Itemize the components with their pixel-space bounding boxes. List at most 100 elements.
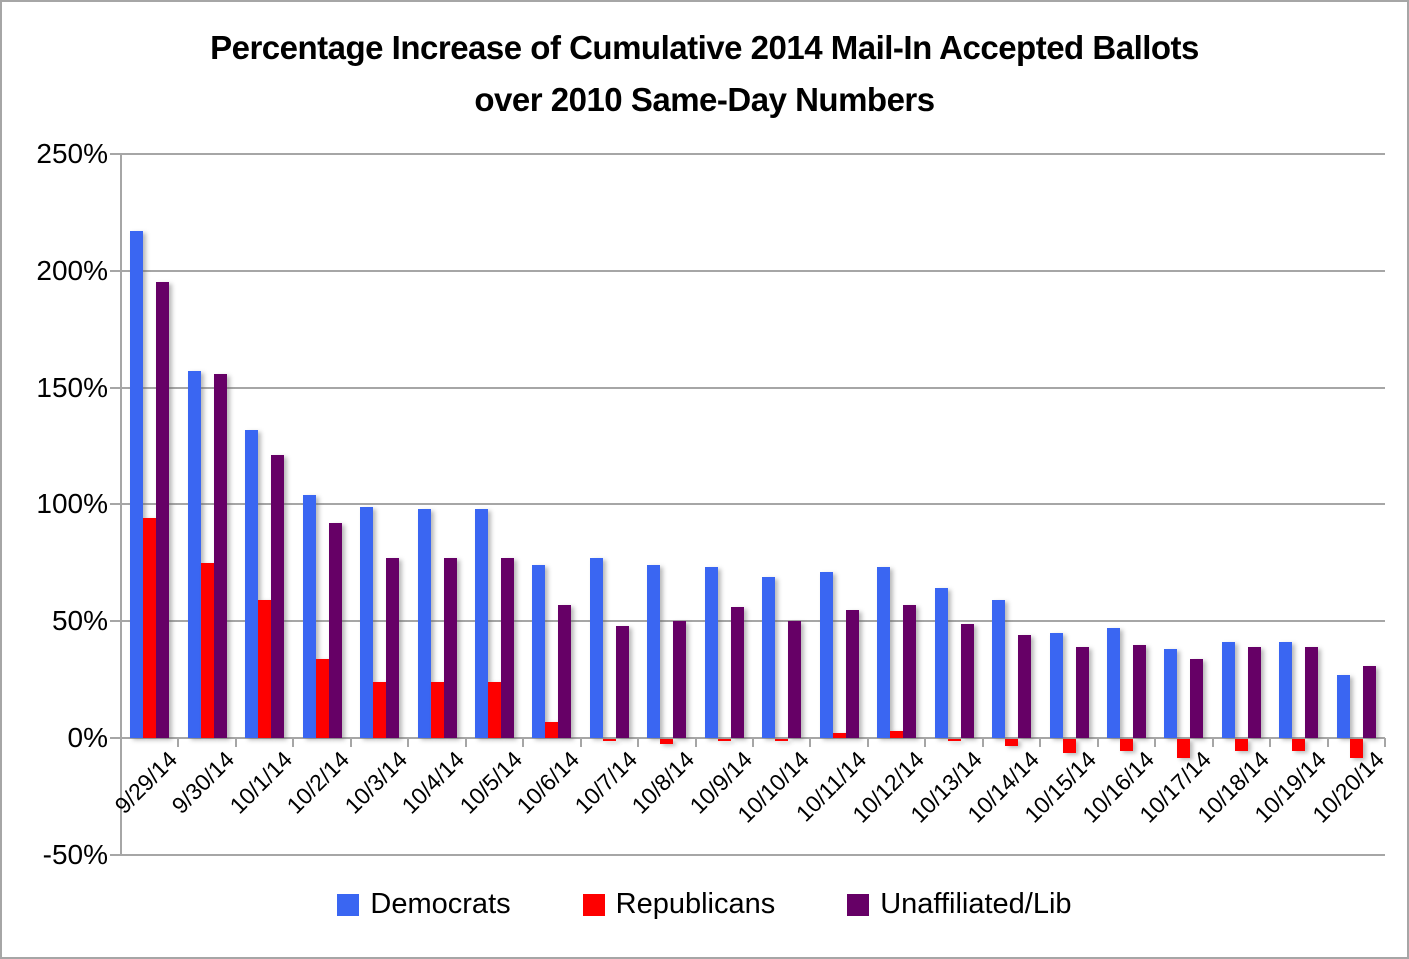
y-axis-label: -50% xyxy=(42,838,108,870)
bar-republicans-10-14-14 xyxy=(1005,739,1019,746)
bar-unaffiliated-lib-10-3-14 xyxy=(386,558,400,738)
bar-unaffiliated-lib-10-17-14 xyxy=(1190,658,1204,738)
y-axis-line xyxy=(120,154,122,855)
bar-democrats-10-6-14 xyxy=(532,565,546,738)
bar-democrats-10-10-14 xyxy=(762,576,776,738)
bar-unaffiliated-lib-10-6-14 xyxy=(558,604,572,738)
bar-republicans-10-2-14 xyxy=(315,658,329,738)
bar-republicans-10-16-14 xyxy=(1119,739,1133,751)
bar-democrats-10-19-14 xyxy=(1279,642,1293,738)
bar-unaffiliated-lib-10-20-14 xyxy=(1362,665,1376,738)
x-axis-label-10-7-14: 10/7/14 xyxy=(569,746,642,819)
bar-republicans-10-8-14 xyxy=(660,739,674,744)
bar-democrats-10-5-14 xyxy=(474,509,488,738)
bar-republicans-9-29-14 xyxy=(143,518,157,738)
bar-republicans-10-1-14 xyxy=(258,600,272,738)
x-axis-label-10-3-14: 10/3/14 xyxy=(339,746,412,819)
x-axis-tick xyxy=(1154,738,1157,747)
x-axis-tick xyxy=(120,738,122,747)
bar-republicans-10-13-14 xyxy=(947,739,961,742)
x-axis-tick xyxy=(522,738,525,747)
x-axis-tick xyxy=(752,738,754,747)
x-axis-tick xyxy=(1211,738,1214,747)
y-axis-label: 200% xyxy=(36,254,108,286)
bar-democrats-10-12-14 xyxy=(877,567,891,738)
chart-title-line2: over 2010 Same-Day Numbers xyxy=(474,81,935,118)
legend-label-democrats: Democrats xyxy=(370,888,511,920)
bar-unaffiliated-lib-10-18-14 xyxy=(1247,646,1261,738)
bar-unaffiliated-lib-10-13-14 xyxy=(960,623,974,738)
bar-democrats-10-13-14 xyxy=(934,588,948,738)
y-axis-tick xyxy=(110,853,121,856)
x-axis-label-10-4-14: 10/4/14 xyxy=(396,746,470,819)
x-axis-label-10-6-14: 10/6/14 xyxy=(511,746,585,819)
bar-democrats-10-4-14 xyxy=(417,509,431,738)
x-axis-tick xyxy=(1326,738,1329,747)
bar-republicans-10-10-14 xyxy=(775,739,789,742)
bar-democrats-10-7-14 xyxy=(589,558,603,738)
x-axis-tick xyxy=(292,738,295,747)
bar-democrats-10-11-14 xyxy=(819,572,833,738)
y-axis-tick xyxy=(110,269,121,272)
bar-unaffiliated-lib-10-2-14 xyxy=(328,523,342,738)
bar-democrats-10-8-14 xyxy=(647,565,661,738)
bar-unaffiliated-lib-10-16-14 xyxy=(1132,644,1146,738)
bar-democrats-10-18-14 xyxy=(1221,642,1235,738)
x-axis-tick xyxy=(579,738,582,747)
bar-republicans-10-6-14 xyxy=(545,721,559,738)
x-axis-tick xyxy=(866,738,869,747)
legend-swatch-democrats xyxy=(337,893,360,916)
y-axis-label: 0% xyxy=(67,722,108,753)
bar-democrats-10-3-14 xyxy=(360,506,374,738)
bar-republicans-10-12-14 xyxy=(890,730,904,738)
bar-unaffiliated-lib-10-1-14 xyxy=(271,455,285,738)
bar-democrats-10-2-14 xyxy=(302,495,316,738)
bar-unaffiliated-lib-10-19-14 xyxy=(1305,646,1319,738)
y-axis-tick xyxy=(110,620,121,623)
bar-republicans-10-3-14 xyxy=(373,681,387,738)
x-axis-tick xyxy=(1384,738,1386,747)
x-axis-label-10-8-14: 10/8/14 xyxy=(626,746,700,819)
bar-unaffiliated-lib-10-5-14 xyxy=(500,558,514,738)
bar-republicans-10-20-14 xyxy=(1349,739,1363,758)
x-axis-tick xyxy=(407,738,410,747)
bar-unaffiliated-lib-9-29-14 xyxy=(156,282,170,738)
bar-democrats-10-14-14 xyxy=(992,600,1006,738)
chart-title-line1: Percentage Increase of Cumulative 2014 M… xyxy=(210,29,1199,66)
bar-republicans-10-4-14 xyxy=(430,681,444,738)
gridline-50% xyxy=(121,620,1385,623)
legend: Democrats Republicans Unaffiliated/Lib xyxy=(2,888,1407,921)
x-axis-tick xyxy=(234,738,237,747)
legend-label-unaffiliated: Unaffiliated/Lib xyxy=(880,888,1072,920)
y-axis-tick xyxy=(110,737,121,739)
legend-label-republicans: Republicans xyxy=(615,888,776,920)
x-axis-tick xyxy=(464,738,467,747)
bar-democrats-10-17-14 xyxy=(1164,649,1178,738)
x-axis-label-9-30-14: 9/30/14 xyxy=(166,746,240,819)
bar-unaffiliated-lib-10-14-14 xyxy=(1018,635,1032,738)
legend-swatch-republicans xyxy=(582,893,605,916)
gridline-150% xyxy=(121,386,1385,389)
bar-unaffiliated-lib-10-15-14 xyxy=(1075,646,1089,738)
gridline-200% xyxy=(121,269,1385,272)
chart-title: Percentage Increase of Cumulative 2014 M… xyxy=(2,22,1407,126)
bar-democrats-9-30-14 xyxy=(187,371,201,738)
x-axis-tick xyxy=(981,738,984,747)
y-axis-tick xyxy=(110,153,121,155)
bar-unaffiliated-lib-9-30-14 xyxy=(213,373,227,738)
bar-democrats-10-20-14 xyxy=(1336,674,1350,738)
bar-republicans-10-7-14 xyxy=(602,739,616,742)
x-axis-label-10-1-14: 10/1/14 xyxy=(224,746,298,819)
legend-item-unaffiliated: Unaffiliated/Lib xyxy=(847,888,1072,921)
bar-unaffiliated-lib-10-7-14 xyxy=(615,625,629,738)
bar-republicans-10-19-14 xyxy=(1292,739,1306,751)
x-axis-tick xyxy=(1096,738,1099,747)
bar-democrats-10-9-14 xyxy=(704,567,718,738)
y-axis-label: 50% xyxy=(51,605,108,637)
y-axis-tick xyxy=(110,386,121,389)
bar-republicans-10-11-14 xyxy=(832,733,846,738)
x-axis-tick xyxy=(1269,738,1272,747)
x-axis-tick xyxy=(694,738,697,747)
x-axis-tick xyxy=(809,738,812,747)
